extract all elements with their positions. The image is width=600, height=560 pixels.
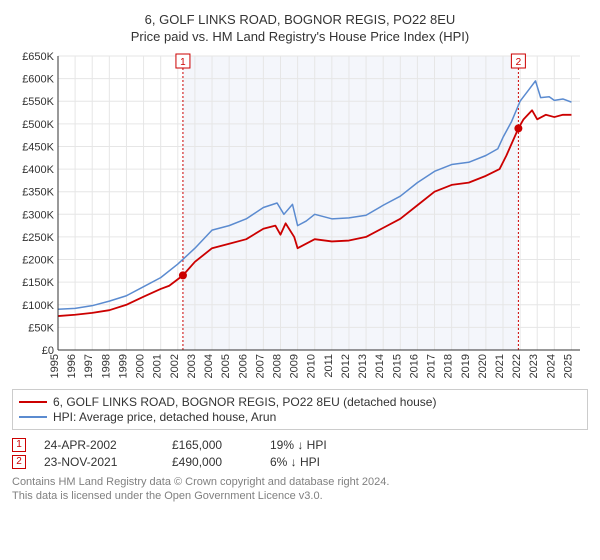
page-title-line2: Price paid vs. HM Land Registry's House … [12, 29, 588, 44]
svg-text:2016: 2016 [408, 354, 420, 378]
svg-text:2003: 2003 [186, 354, 198, 378]
svg-text:£250K: £250K [22, 232, 54, 244]
legend-item-hpi: HPI: Average price, detached house, Arun [19, 410, 581, 424]
svg-text:2022: 2022 [511, 354, 523, 378]
svg-text:2012: 2012 [340, 354, 352, 378]
legend-swatch-hpi [19, 416, 47, 418]
svg-text:2009: 2009 [289, 354, 301, 378]
svg-text:£50K: £50K [28, 322, 54, 334]
event-diff: 6% ↓ HPI [270, 455, 370, 469]
svg-text:2000: 2000 [135, 354, 147, 378]
page-title-line1: 6, GOLF LINKS ROAD, BOGNOR REGIS, PO22 8… [12, 12, 588, 27]
svg-text:1999: 1999 [117, 354, 129, 378]
svg-text:2007: 2007 [254, 354, 266, 378]
svg-text:£350K: £350K [22, 187, 54, 199]
svg-text:1: 1 [180, 57, 186, 68]
svg-text:£200K: £200K [22, 255, 54, 267]
event-row: 1 24-APR-2002 £165,000 19% ↓ HPI [12, 438, 588, 452]
svg-text:2018: 2018 [443, 354, 455, 378]
svg-text:2004: 2004 [203, 354, 215, 378]
event-price: £490,000 [172, 455, 252, 469]
event-diff: 19% ↓ HPI [270, 438, 370, 452]
event-price: £165,000 [172, 438, 252, 452]
svg-text:2020: 2020 [477, 354, 489, 378]
svg-text:£500K: £500K [22, 119, 54, 131]
legend-label-price: 6, GOLF LINKS ROAD, BOGNOR REGIS, PO22 8… [53, 395, 436, 409]
legend-swatch-price [19, 401, 47, 403]
svg-text:2019: 2019 [460, 354, 472, 378]
svg-text:2021: 2021 [494, 354, 506, 378]
svg-text:2017: 2017 [426, 354, 438, 378]
svg-text:1997: 1997 [83, 354, 95, 378]
svg-text:£450K: £450K [22, 141, 54, 153]
event-date: 23-NOV-2021 [44, 455, 154, 469]
svg-text:2014: 2014 [374, 354, 386, 378]
events-table: 1 24-APR-2002 £165,000 19% ↓ HPI 2 23-NO… [12, 438, 588, 469]
svg-text:2015: 2015 [391, 354, 403, 378]
svg-text:1995: 1995 [49, 354, 61, 378]
svg-text:2013: 2013 [357, 354, 369, 378]
svg-text:£300K: £300K [22, 209, 54, 221]
event-marker-icon: 1 [12, 438, 26, 452]
svg-text:1996: 1996 [66, 354, 78, 378]
svg-text:2010: 2010 [306, 354, 318, 378]
svg-text:2025: 2025 [562, 354, 574, 378]
legend: 6, GOLF LINKS ROAD, BOGNOR REGIS, PO22 8… [12, 389, 588, 430]
svg-text:2005: 2005 [220, 354, 232, 378]
line-chart: £0£50K£100K£150K£200K£250K£300K£350K£400… [12, 50, 588, 380]
event-marker-icon: 2 [12, 455, 26, 469]
svg-text:2002: 2002 [169, 354, 181, 378]
chart-container: £0£50K£100K£150K£200K£250K£300K£350K£400… [12, 50, 588, 383]
svg-text:£150K: £150K [22, 277, 54, 289]
svg-text:2024: 2024 [545, 354, 557, 378]
footer: Contains HM Land Registry data © Crown c… [12, 475, 588, 504]
svg-text:£600K: £600K [22, 74, 54, 86]
svg-text:2006: 2006 [237, 354, 249, 378]
svg-text:2001: 2001 [152, 354, 164, 378]
svg-text:£100K: £100K [22, 300, 54, 312]
event-date: 24-APR-2002 [44, 438, 154, 452]
svg-text:£400K: £400K [22, 164, 54, 176]
footer-line1: Contains HM Land Registry data © Crown c… [12, 475, 588, 489]
svg-text:£550K: £550K [22, 96, 54, 108]
svg-text:£650K: £650K [22, 51, 54, 63]
legend-label-hpi: HPI: Average price, detached house, Arun [53, 410, 276, 424]
svg-text:2: 2 [516, 57, 522, 68]
svg-text:2023: 2023 [528, 354, 540, 378]
svg-text:1998: 1998 [100, 354, 112, 378]
footer-line2: This data is licensed under the Open Gov… [12, 489, 588, 503]
svg-text:2011: 2011 [323, 354, 335, 378]
legend-item-price: 6, GOLF LINKS ROAD, BOGNOR REGIS, PO22 8… [19, 395, 581, 409]
event-row: 2 23-NOV-2021 £490,000 6% ↓ HPI [12, 455, 588, 469]
svg-text:2008: 2008 [271, 354, 283, 378]
